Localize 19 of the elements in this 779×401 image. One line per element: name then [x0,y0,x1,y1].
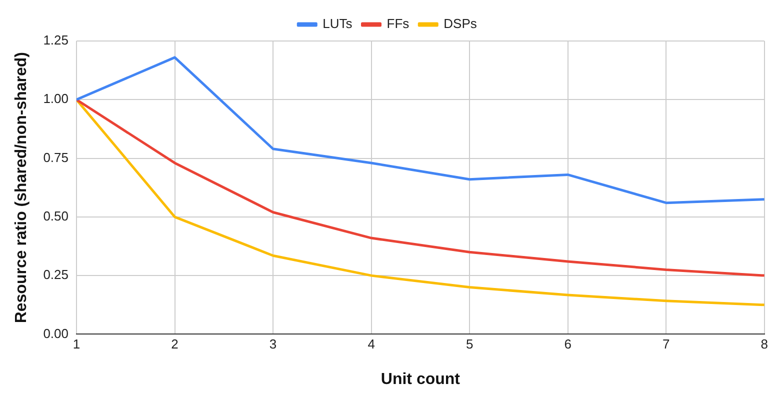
legend-label: DSPs [444,16,478,32]
y-tick-label: 1.25 [43,32,68,48]
x-tick-label: 8 [760,336,768,352]
y-tick-label: 1.00 [43,91,68,106]
x-tick-label: 3 [269,336,277,352]
y-tick-label: 0.00 [43,326,68,341]
y-tick-label: 0.25 [43,267,68,282]
x-tick-label: 1 [72,336,80,352]
legend-label: LUTs [322,16,353,32]
x-tick-label: 2 [171,336,178,352]
y-tick-label: 0.50 [43,208,68,224]
x-tick-label: 5 [466,336,474,352]
x-tick-label: 4 [368,336,375,352]
x-axis-title: Unit count [380,370,461,388]
legend-label: FFs [386,16,410,32]
y-axis-title: Resource ratio (shared/non-shared) [13,52,30,324]
x-tick-label: 7 [662,336,670,352]
x-tick-label: 6 [564,336,572,352]
y-tick-label: 0.75 [43,150,68,165]
